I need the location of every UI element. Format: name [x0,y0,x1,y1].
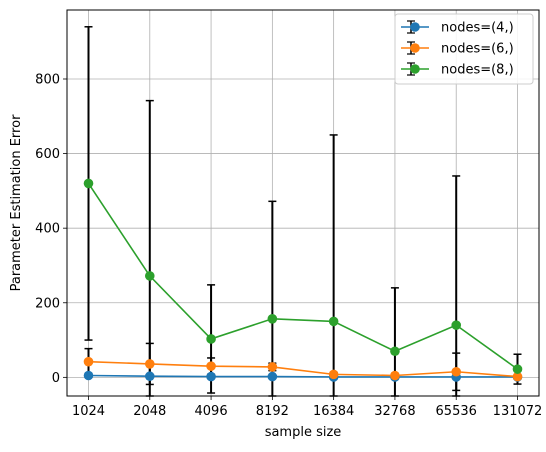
x-tick-label: 4096 [195,404,228,419]
y-axis-ticks: 0 200 400 600 800 [35,72,67,386]
x-axis-label: sample size [265,425,342,440]
data-point [83,370,94,381]
data-point [390,370,400,381]
x-tick-label: 65536 [436,404,477,419]
data-point [451,320,462,330]
legend-marker [410,43,420,53]
series-line [88,360,518,378]
series-line [87,182,518,370]
y-axis-label: Parameter Estimation Error [9,114,24,291]
data-point [144,371,155,382]
data-point [267,314,278,324]
series-lines [87,182,518,378]
data-point [512,371,523,382]
y-tick-label: 200 [35,296,60,311]
y-tick-label: 600 [35,147,60,162]
plot-frame [66,9,540,397]
x-tick-label: 2048 [133,404,166,419]
legend-marker [410,64,420,74]
series-points [83,178,523,382]
legend-label: nodes=(6,) [441,42,514,57]
x-tick-label: 8192 [256,404,289,419]
legend-marker [410,22,420,32]
data-point [328,369,339,380]
legend-box [394,13,534,85]
legend-label: nodes=(4,) [441,21,514,36]
data-point [328,316,339,327]
data-point [267,362,278,372]
data-point [206,371,216,382]
data-point [451,366,462,377]
data-point [144,271,155,281]
data-point [206,361,216,371]
legend: nodes=(4,) nodes=(6,) nodes=(8,) [394,13,534,85]
x-axis-ticks: 1024 2048 4096 8192 16384 32768 65536 131072 [72,396,542,419]
data-point [83,178,94,189]
data-point [206,334,216,344]
y-tick-label: 400 [35,222,60,237]
series-line [88,374,518,378]
x-tick-label: 16384 [313,404,354,419]
data-point [144,359,155,369]
data-point [83,356,94,367]
x-tick-label: 131072 [493,404,543,419]
x-tick-label: 1024 [72,404,105,419]
y-tick-label: 800 [35,72,60,87]
x-tick-label: 32768 [374,404,415,419]
data-point [267,371,278,382]
legend-label: nodes=(8,) [441,63,514,78]
y-tick-label: 0 [52,371,60,386]
data-point [390,346,400,357]
data-point [512,364,523,374]
